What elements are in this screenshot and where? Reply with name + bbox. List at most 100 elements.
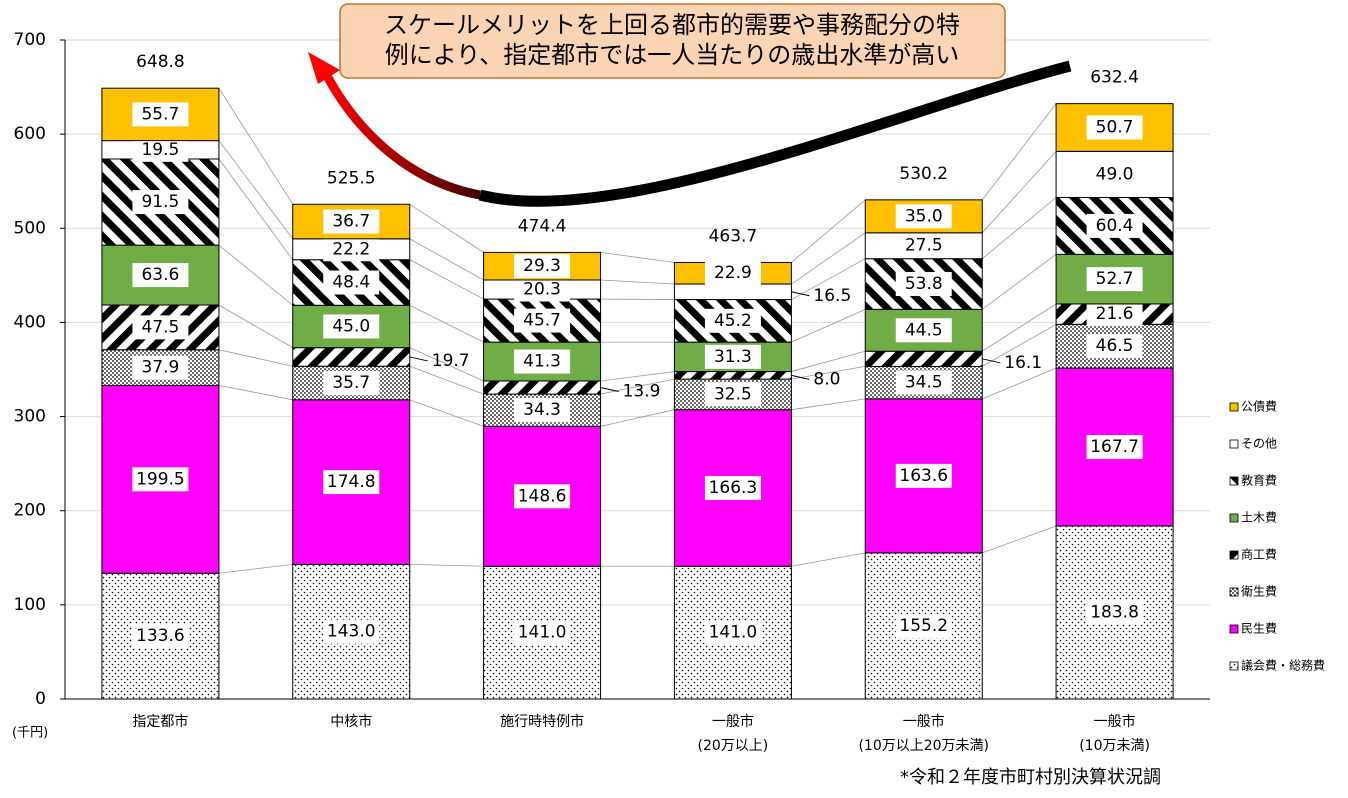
value-label: 19.7 xyxy=(432,351,470,371)
value-label: 183.8 xyxy=(1090,602,1139,622)
x-tick-label: (20万以上) xyxy=(698,738,769,754)
value-label: 27.5 xyxy=(905,236,943,256)
connector xyxy=(218,158,294,260)
leader-line xyxy=(791,374,810,380)
value-label: 141.0 xyxy=(518,623,567,643)
y-tick-label: 600 xyxy=(14,124,46,144)
x-tick-label: 施行時特例市 xyxy=(500,713,584,730)
bar-segment xyxy=(483,380,602,395)
label-bg xyxy=(514,308,571,333)
label-bg xyxy=(514,254,571,279)
value-label: 22.9 xyxy=(714,263,752,283)
value-label: 8.0 xyxy=(813,369,840,389)
connector xyxy=(791,365,866,380)
value-label: 141.0 xyxy=(709,623,758,643)
legend-swatch xyxy=(1229,402,1239,412)
value-label: 155.2 xyxy=(899,616,948,636)
value-label: 47.5 xyxy=(141,317,179,337)
value-label: 36.7 xyxy=(332,212,370,232)
label-bg xyxy=(1086,435,1143,460)
legend-swatch xyxy=(1229,439,1239,449)
y-unit: (千円) xyxy=(12,726,48,741)
value-label: 41.3 xyxy=(523,352,561,372)
value-label: 13.9 xyxy=(623,382,661,402)
value-label: 52.7 xyxy=(1096,269,1134,289)
label-bg xyxy=(1086,334,1143,359)
label-bg xyxy=(1086,213,1143,238)
x-tick-label: 一般市 xyxy=(1094,713,1136,730)
source: *令和２年度市町村別決算状況調 xyxy=(900,767,1161,788)
label-bg xyxy=(132,315,189,340)
connector xyxy=(982,303,1057,352)
value-label: 53.8 xyxy=(905,274,943,294)
label-bg xyxy=(704,308,761,333)
label-bg xyxy=(895,272,952,297)
value-label: 34.5 xyxy=(905,373,943,393)
value-label: 174.8 xyxy=(327,472,376,492)
label-bg xyxy=(895,613,952,638)
label-bg xyxy=(1086,600,1143,625)
label-bg xyxy=(514,484,571,509)
value-label: 45.0 xyxy=(332,316,370,336)
value-label: 143.0 xyxy=(327,622,376,642)
leader-line xyxy=(982,358,1001,364)
value-label: 29.3 xyxy=(523,256,561,276)
connector xyxy=(981,151,1057,234)
legend-label: 民生費 xyxy=(1241,621,1277,636)
label-bg xyxy=(323,237,380,262)
connector xyxy=(218,244,294,306)
bar-segment xyxy=(1055,150,1174,199)
label-bg xyxy=(1086,302,1143,327)
label-bg xyxy=(704,261,761,286)
y-tick-label: 500 xyxy=(14,218,46,238)
connector xyxy=(791,398,866,411)
connector xyxy=(409,399,484,427)
label-bg xyxy=(1086,115,1143,140)
value-label: 148.6 xyxy=(518,486,567,506)
label-bg xyxy=(132,190,189,215)
value-label: 63.6 xyxy=(141,265,179,285)
connector xyxy=(791,552,866,567)
y-tick-label: 700 xyxy=(14,30,46,50)
label-bg xyxy=(895,318,952,343)
label-bg xyxy=(1086,162,1143,187)
y-tick-label: 400 xyxy=(14,312,46,332)
value-label: 133.6 xyxy=(136,626,185,646)
value-label: 22.2 xyxy=(332,239,370,259)
label-bg xyxy=(323,270,380,295)
connector xyxy=(981,103,1057,201)
label-bg xyxy=(323,371,380,396)
label-bg xyxy=(132,137,189,162)
connector xyxy=(600,371,675,382)
label-bg xyxy=(895,204,952,229)
label-bg xyxy=(323,314,380,339)
value-label: 31.3 xyxy=(714,347,752,367)
label-bg xyxy=(895,233,952,258)
label-bg xyxy=(514,620,571,645)
arrow-red xyxy=(321,69,481,200)
connector xyxy=(409,259,484,300)
connector xyxy=(409,563,484,567)
connector xyxy=(218,349,293,367)
total-label: 530.2 xyxy=(899,164,948,184)
legend-swatch xyxy=(1229,587,1239,597)
connector xyxy=(218,87,294,205)
value-label: 19.5 xyxy=(141,140,179,160)
connector xyxy=(218,385,293,401)
legend-swatch xyxy=(1229,624,1239,634)
value-label: 20.3 xyxy=(523,280,561,300)
annotation: スケールメリットを上回る都市的需要や事務配分の特 xyxy=(384,11,960,39)
value-label: 60.4 xyxy=(1096,216,1134,236)
total-label: 525.5 xyxy=(327,168,376,188)
bar-segment xyxy=(673,283,792,301)
connector xyxy=(791,350,866,372)
connector xyxy=(982,367,1057,400)
label-bg xyxy=(514,349,571,374)
bar-segment xyxy=(673,371,792,380)
connector xyxy=(600,378,675,395)
annotation: 例により、指定都市では一人当たりの歳出水準が高い xyxy=(385,41,960,69)
legend-label: 教育費 xyxy=(1241,473,1277,488)
label-bg xyxy=(323,470,380,495)
connector xyxy=(409,238,484,281)
connector xyxy=(218,140,294,240)
